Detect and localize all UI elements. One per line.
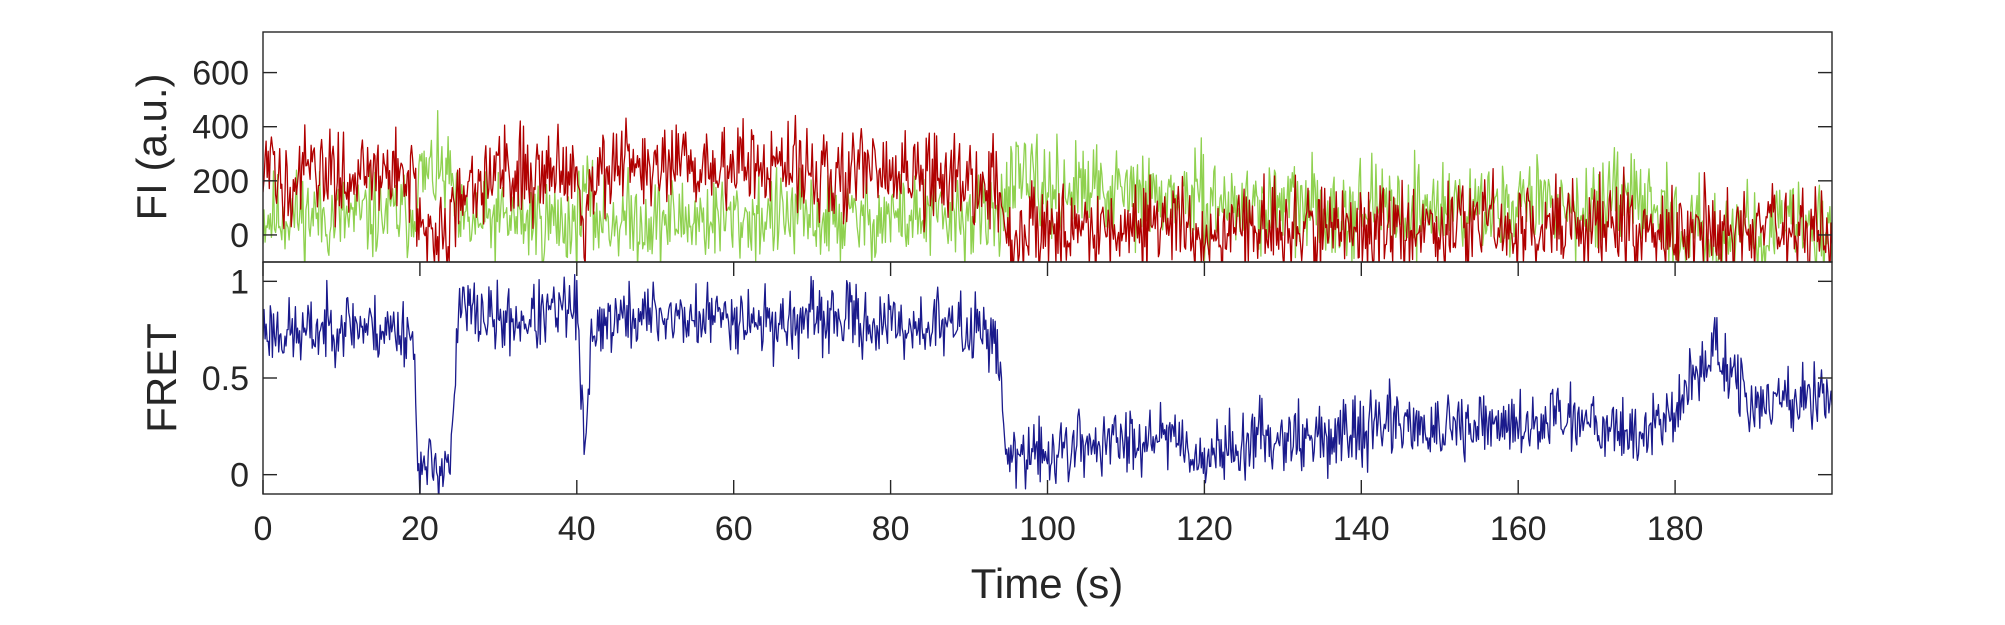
fluorescence-y-tick-label: 600: [192, 55, 249, 93]
fret-y-tick-label: 1: [230, 263, 249, 301]
fluorescence-y-axis-title: FI (a.u.): [128, 73, 175, 220]
x-tick-label: 20: [401, 510, 439, 548]
fluorescence-y-tick-label: 200: [192, 163, 249, 201]
fret-y-tick-label: 0.5: [202, 360, 249, 398]
fluorescence-series-line-2: [263, 114, 1832, 262]
x-tick-label: 100: [1019, 510, 1076, 548]
fluorescence-ticks: 0 200 400 600: [192, 55, 1832, 255]
x-tick-label: 160: [1490, 510, 1547, 548]
fret-panel: 0 0.5 1 0 20 40 60 80 100 120 140 160 180 FRET Time …: [138, 261, 1833, 607]
x-tick-label: 80: [872, 510, 910, 548]
fluorescence-y-tick-label: 0: [230, 217, 249, 255]
fluorescence-series-line-1: [263, 110, 1832, 262]
fret-y-tick-label: 0: [230, 457, 249, 495]
fret-ticks: 0 0.5 1 0 20 40 60 80 100 120 140 160 180: [202, 262, 1832, 548]
fret-series-group: [263, 273, 1832, 494]
x-tick-label: 180: [1647, 510, 1704, 548]
x-tick-label: 40: [558, 510, 596, 548]
x-tick-label: 60: [715, 510, 753, 548]
x-tick-label: 0: [254, 510, 273, 548]
fluorescence-y-tick-label: 400: [192, 109, 249, 147]
fluorescence-panel: 0 200 400 600 FI (a.u.): [128, 31, 1833, 263]
fret-y-axis-title: FRET: [138, 323, 185, 433]
x-tick-label: 140: [1333, 510, 1390, 548]
x-tick-label: 120: [1176, 510, 1233, 548]
x-axis-title: Time (s): [971, 560, 1123, 607]
fluorescence-series-group: [263, 110, 1832, 262]
fret-series-line-1: [263, 273, 1832, 494]
